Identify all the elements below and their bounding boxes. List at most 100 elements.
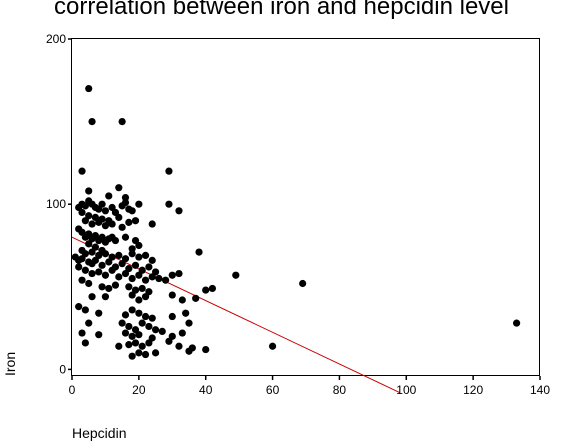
x-axis-label: Hepcidin (72, 425, 127, 441)
data-point (202, 345, 210, 354)
data-point (101, 293, 110, 301)
data-point (151, 349, 160, 357)
data-point (131, 217, 140, 225)
x-tick-label: 40 (199, 383, 213, 397)
data-point (135, 331, 143, 339)
data-point (141, 293, 150, 301)
data-point (85, 319, 93, 327)
data-point (151, 326, 160, 334)
points-layer (71, 84, 521, 360)
data-point (78, 167, 86, 175)
y-tick-label: 100 (46, 197, 66, 211)
data-point (128, 291, 136, 299)
data-point (121, 233, 130, 241)
x-tick-label: 20 (132, 383, 146, 397)
data-point (168, 291, 176, 299)
data-point (168, 271, 176, 279)
data-point (98, 215, 106, 223)
data-point (105, 284, 113, 293)
data-point (135, 241, 143, 250)
data-point (208, 284, 216, 293)
y-tick-label: 0 (59, 362, 66, 376)
data-point (125, 218, 133, 226)
data-point (88, 293, 96, 301)
data-point (162, 276, 170, 284)
data-point (121, 311, 130, 319)
data-point (155, 274, 163, 283)
data-point (128, 250, 136, 258)
data-point (185, 319, 193, 327)
data-point (145, 339, 153, 347)
x-tick-label: 140 (530, 383, 550, 397)
data-point (105, 258, 113, 266)
data-point (111, 236, 120, 245)
data-point (128, 207, 136, 215)
data-point (111, 281, 120, 289)
x-tick-label: 0 (69, 383, 76, 397)
data-point (95, 331, 103, 339)
data-point (145, 322, 153, 331)
data-point (135, 271, 143, 279)
data-point (185, 347, 193, 355)
data-point (85, 84, 93, 93)
data-point (175, 269, 183, 278)
data-point (121, 269, 130, 278)
data-point (158, 327, 166, 335)
data-point (135, 200, 143, 208)
data-point (81, 339, 89, 347)
data-point (168, 312, 176, 321)
data-point (88, 269, 96, 278)
data-point (513, 319, 521, 327)
data-point (115, 342, 123, 350)
data-point (118, 223, 126, 231)
data-point (135, 253, 143, 261)
data-point (165, 200, 173, 208)
data-point (98, 261, 106, 269)
x-tick-label: 100 (396, 383, 416, 397)
x-tick-label: 120 (463, 383, 483, 397)
data-point (182, 309, 190, 317)
data-point (81, 306, 89, 314)
data-point (78, 329, 86, 337)
data-point (125, 283, 133, 291)
data-point (131, 261, 140, 269)
data-point (141, 312, 150, 321)
data-point (128, 245, 136, 253)
data-point (115, 213, 123, 222)
data-point (165, 167, 173, 175)
data-point (145, 263, 153, 271)
data-point (118, 319, 126, 327)
x-ticks-layer: 0 20 40 60 80 100 120 140 (69, 376, 550, 397)
data-point (78, 276, 86, 284)
data-point (299, 279, 307, 288)
data-point (78, 255, 86, 263)
data-point (101, 271, 110, 279)
y-axis-label: Iron (2, 351, 18, 376)
data-point (192, 294, 200, 302)
data-point (125, 341, 133, 349)
data-point (141, 276, 150, 284)
data-point (141, 251, 150, 260)
data-point (108, 220, 116, 228)
data-point (121, 198, 130, 207)
data-point (148, 256, 156, 264)
data-point (195, 248, 203, 256)
data-point (75, 303, 83, 311)
data-point (115, 251, 123, 260)
data-point (175, 207, 183, 215)
data-point (95, 268, 103, 276)
data-point (118, 260, 126, 268)
data-point (88, 117, 96, 126)
fit-line-layer (71, 236, 400, 393)
data-point (88, 248, 96, 256)
data-point (88, 220, 96, 228)
data-point (91, 256, 99, 264)
data-point (78, 208, 86, 217)
data-point (135, 296, 143, 304)
data-point (128, 352, 136, 360)
data-point (178, 329, 186, 337)
data-point (101, 250, 110, 258)
data-point (115, 184, 123, 192)
data-point (148, 314, 156, 322)
